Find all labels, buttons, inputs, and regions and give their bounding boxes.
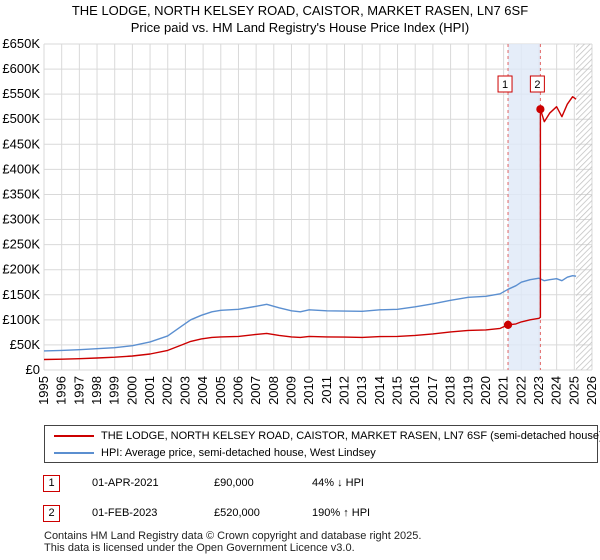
legend-swatch-property	[54, 435, 94, 437]
x-tick-label: 2019	[460, 376, 475, 405]
y-tick-label: £650K	[2, 36, 40, 51]
price-chart: 1 2 £0 £50K £100K £150K £200K £250K £300K £350K £…	[0, 0, 600, 420]
x-tick-label: 2009	[283, 376, 298, 405]
x-tick-label: 1998	[89, 376, 104, 405]
x-tick-label: 2017	[425, 376, 440, 405]
x-tick-label: 2004	[195, 376, 210, 405]
projection-hatch	[576, 44, 592, 370]
footer-licence: This data is licensed under the Open Gov…	[44, 542, 421, 554]
chart-legend: THE LODGE, NORTH KELSEY ROAD, CAISTOR, M…	[44, 425, 598, 463]
y-tick-label: £350K	[2, 186, 40, 201]
y-tick-label: £100K	[2, 312, 40, 327]
sale-date: 01-APR-2021	[92, 477, 159, 489]
x-tick-label: 2016	[407, 376, 422, 405]
sale-2-label-text: 2	[534, 79, 540, 91]
x-tick-label: 2003	[177, 376, 192, 405]
x-tick-label: 2013	[354, 376, 369, 405]
x-tick-label: 2023	[531, 376, 546, 405]
x-tick-label: 2007	[248, 376, 263, 405]
sale-hpi-change: 44% ↓ HPI	[312, 477, 364, 489]
y-tick-label: £200K	[2, 262, 40, 277]
y-tick-label: £550K	[2, 86, 40, 101]
sale-1-marker	[504, 321, 511, 328]
x-tick-label: 2014	[372, 376, 387, 405]
x-tick-label: 2006	[230, 376, 245, 405]
y-tick-label: £250K	[2, 237, 40, 252]
footer: Contains HM Land Registry data © Crown c…	[44, 530, 421, 554]
sale-date: 01-FEB-2023	[92, 507, 157, 519]
legend-label-property: THE LODGE, NORTH KELSEY ROAD, CAISTOR, M…	[101, 429, 600, 443]
legend-swatch-hpi	[54, 452, 94, 454]
sale-1-label-text: 1	[502, 79, 508, 91]
x-tick-label: 2024	[549, 376, 564, 405]
legend-item-hpi: HPI: Average price, semi-detached house,…	[45, 445, 597, 461]
x-tick-label: 2022	[513, 376, 528, 405]
legend-label-hpi: HPI: Average price, semi-detached house,…	[101, 446, 376, 460]
x-tick-label: 2025	[566, 376, 581, 405]
x-tick-label: 2018	[443, 376, 458, 405]
sale-row-2: 2 01-FEB-2023 £520,000 190% ↑ HPI	[0, 502, 600, 526]
y-tick-label: £600K	[2, 61, 40, 76]
y-tick-label: £150K	[2, 287, 40, 302]
sale-badge: 2	[43, 505, 60, 522]
y-tick-label: £300K	[2, 212, 40, 227]
sale-price: £90,000	[214, 477, 254, 489]
x-tick-label: 1996	[54, 376, 69, 405]
legend-item-property: THE LODGE, NORTH KELSEY ROAD, CAISTOR, M…	[45, 428, 597, 444]
x-tick-label: 2015	[390, 376, 405, 405]
sale-badge: 1	[43, 475, 60, 492]
x-tick-label: 2012	[337, 376, 352, 405]
footer-copyright: Contains HM Land Registry data © Crown c…	[44, 530, 421, 542]
y-tick-label: £0	[26, 362, 40, 377]
x-tick-label: 1995	[36, 376, 51, 405]
y-tick-label: £50K	[10, 337, 41, 352]
x-tick-label: 2008	[266, 376, 281, 405]
x-tick-label: 2002	[160, 376, 175, 405]
y-tick-label: £500K	[2, 111, 40, 126]
x-tick-label: 2011	[319, 376, 334, 404]
sale-price: £520,000	[214, 507, 260, 519]
x-tick-label: 2020	[478, 376, 493, 405]
x-tick-label: 1999	[107, 376, 122, 405]
sale-2-marker	[537, 106, 544, 113]
x-tick-label: 2026	[584, 376, 599, 405]
x-tick-label: 2010	[301, 376, 316, 405]
sale-row-1: 1 01-APR-2021 £90,000 44% ↓ HPI	[0, 472, 600, 496]
x-tick-label: 1997	[71, 376, 86, 405]
x-tick-label: 2000	[124, 376, 139, 405]
y-tick-label: £450K	[2, 136, 40, 151]
sale-hpi-change: 190% ↑ HPI	[312, 507, 370, 519]
x-tick-label: 2021	[496, 376, 511, 405]
x-tick-label: 2005	[213, 376, 228, 405]
y-tick-label: £400K	[2, 161, 40, 176]
x-tick-label: 2001	[142, 376, 157, 405]
